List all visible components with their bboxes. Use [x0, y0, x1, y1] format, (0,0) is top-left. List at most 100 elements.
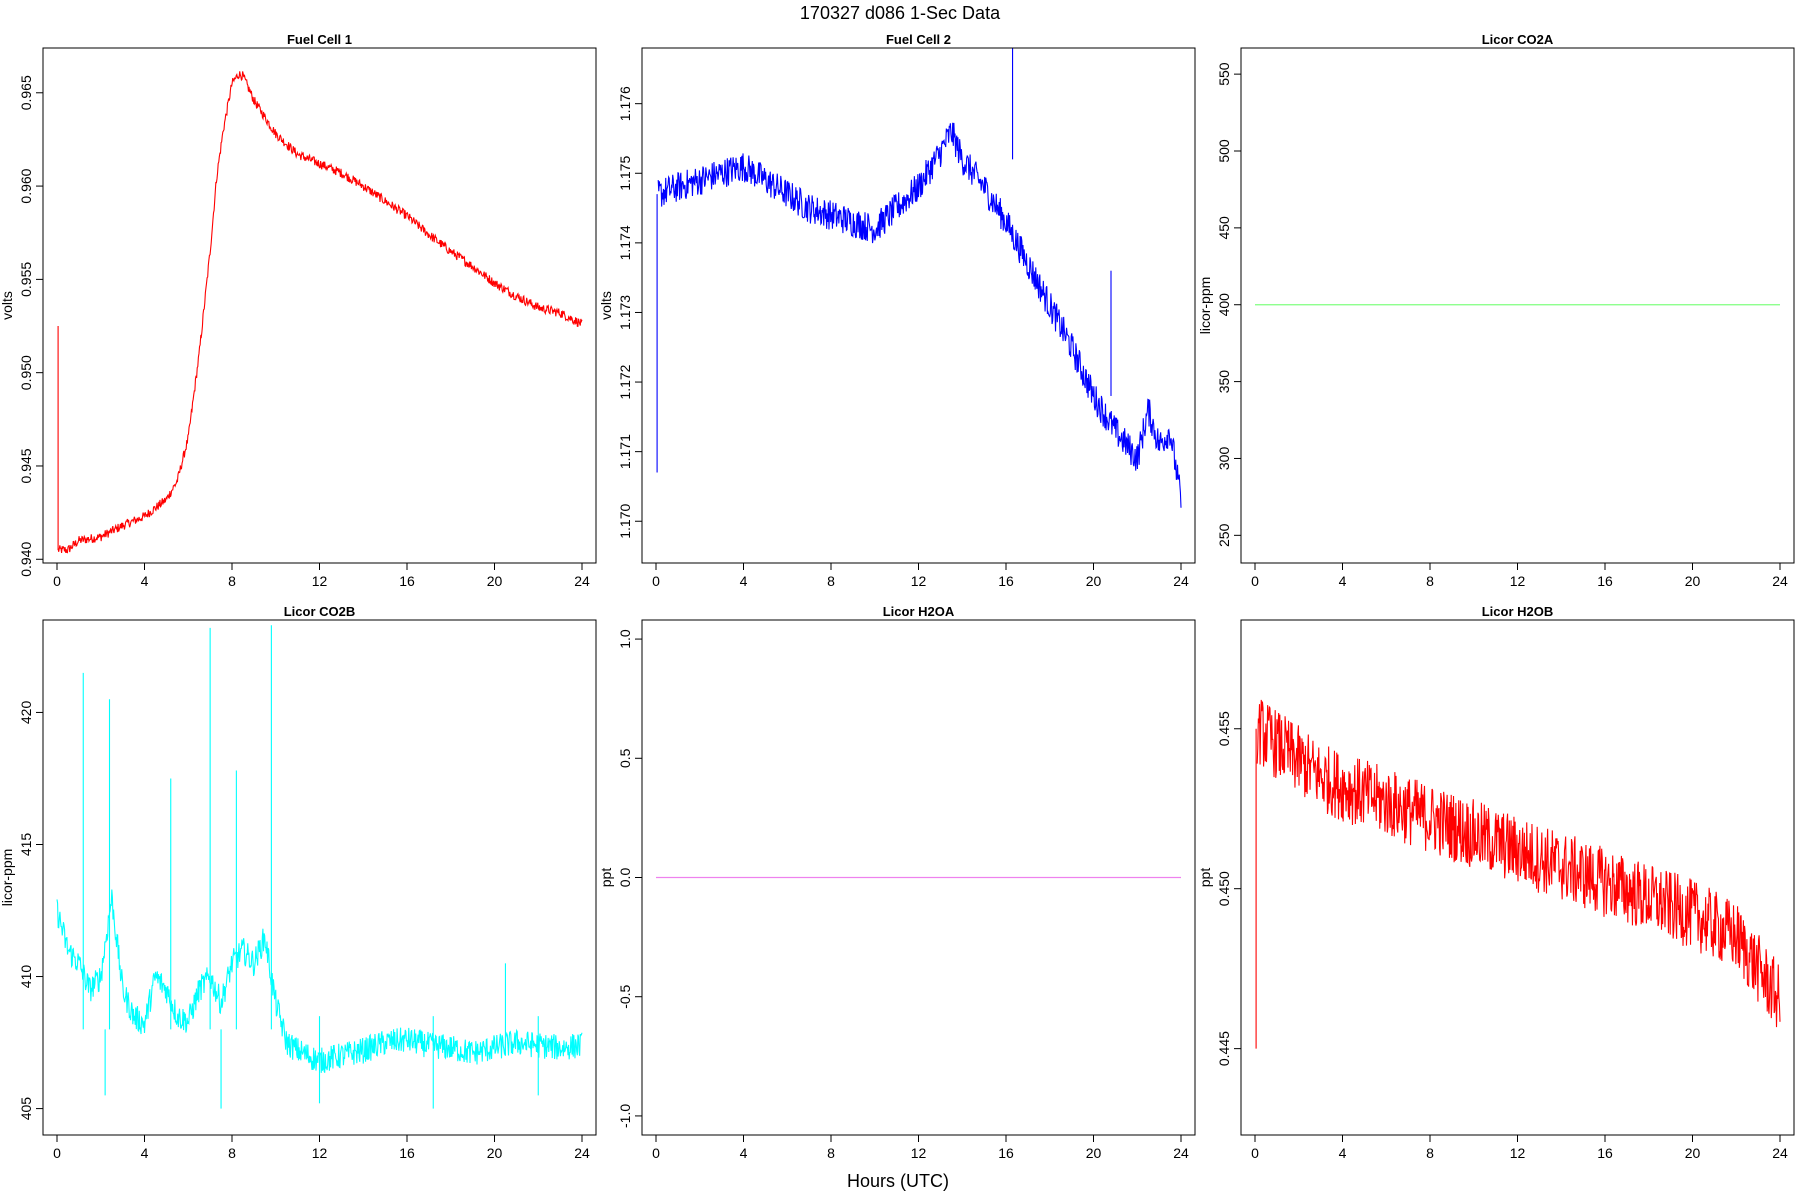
y-tick-label: 0.455 — [1216, 711, 1232, 746]
x-tick-label: 12 — [312, 573, 328, 589]
y-tick-label: 0.0 — [617, 868, 633, 888]
x-tick-label: 20 — [487, 1145, 503, 1161]
x-tick-label: 4 — [141, 573, 149, 589]
y-tick-label: 0.450 — [1216, 871, 1232, 906]
chart-panel-3: Licor CO2A licor-ppm 0 4 8 12 16 20 24 250 300 350 4… — [1197, 32, 1795, 589]
x-tick-label: 12 — [911, 573, 927, 589]
y-tick-label: 0.965 — [18, 75, 34, 110]
y-tick-label: 420 — [18, 701, 34, 725]
y-axis-label: volts — [0, 291, 15, 320]
x-tick-label: 24 — [574, 1145, 590, 1161]
series-line — [57, 71, 583, 554]
y-axis: -1.0 -0.5 0.0 0.5 1.0 — [617, 629, 642, 1128]
x-tick-label: 0 — [652, 1145, 660, 1161]
y-tick-label: 1.171 — [617, 434, 633, 469]
y-tick-label: 300 — [1216, 447, 1232, 471]
y-tick-label: 0.5 — [617, 748, 633, 768]
y-tick-label: 0.445 — [1216, 1031, 1232, 1066]
x-tick-label: 8 — [1426, 573, 1434, 589]
series-group — [1255, 699, 1781, 1049]
y-tick-label: 250 — [1216, 523, 1232, 547]
x-tick-label: 12 — [1510, 1145, 1526, 1161]
y-tick-label: 350 — [1216, 370, 1232, 394]
panel-title: Fuel Cell 2 — [886, 32, 951, 47]
y-tick-label: -1.0 — [617, 1104, 633, 1128]
x-tick-label: 16 — [1597, 573, 1613, 589]
x-axis: 0 4 8 12 16 20 24 — [1251, 1134, 1788, 1161]
x-axis: 0 4 8 12 16 20 24 — [652, 562, 1189, 589]
chart-panel-5: Licor H2OA ppt 0 4 8 12 16 20 24 -1.0 -0.5 0.0 0.5 1.… — [598, 604, 1196, 1161]
x-tick-label: 4 — [740, 573, 748, 589]
x-tick-label: 16 — [399, 1145, 415, 1161]
x-tick-label: 16 — [399, 573, 415, 589]
figure-title: 170327 d086 1-Sec Data — [800, 3, 1001, 23]
x-tick-label: 20 — [1685, 573, 1701, 589]
x-tick-label: 12 — [1510, 573, 1526, 589]
y-tick-label: 0.945 — [18, 448, 34, 483]
y-tick-label: 1.170 — [617, 504, 633, 539]
x-tick-label: 12 — [911, 1145, 927, 1161]
series-group — [656, 48, 1182, 508]
panel-title: Licor CO2A — [1482, 32, 1554, 47]
x-tick-label: 4 — [1339, 1145, 1347, 1161]
x-tick-label: 12 — [312, 1145, 328, 1161]
x-tick-label: 24 — [1173, 1145, 1189, 1161]
x-tick-label: 0 — [652, 573, 660, 589]
y-tick-label: 0.955 — [18, 262, 34, 297]
x-tick-label: 0 — [1251, 1145, 1259, 1161]
series-group — [57, 71, 583, 554]
y-tick-label: 1.0 — [617, 629, 633, 649]
y-axis-label: ppt — [598, 868, 614, 888]
plot-frame — [641, 47, 1196, 564]
y-tick-label: 0.960 — [18, 168, 34, 203]
x-tick-label: 8 — [228, 573, 236, 589]
y-axis: 0.940 0.945 0.950 0.955 0.960 0.965 — [18, 75, 43, 577]
x-tick-label: 20 — [1685, 1145, 1701, 1161]
plot-frame — [42, 47, 597, 564]
y-tick-label: 550 — [1216, 62, 1232, 86]
y-axis-label: volts — [598, 291, 614, 320]
y-axis: 0.445 0.450 0.455 — [1216, 711, 1241, 1066]
y-tick-label: 415 — [18, 833, 34, 857]
y-axis: 405 410 415 420 — [18, 701, 43, 1121]
x-tick-label: 8 — [827, 1145, 835, 1161]
x-tick-label: 8 — [228, 1145, 236, 1161]
y-tick-label: 1.173 — [617, 295, 633, 330]
y-axis-label: licor-ppm — [1197, 277, 1213, 335]
y-tick-label: 0.950 — [18, 355, 34, 390]
x-tick-label: 4 — [1339, 573, 1347, 589]
x-axis: 0 4 8 12 16 20 24 — [1251, 562, 1788, 589]
x-tick-label: 8 — [1426, 1145, 1434, 1161]
x-tick-label: 0 — [1251, 573, 1259, 589]
series-line — [657, 122, 1182, 508]
y-tick-label: 450 — [1216, 216, 1232, 240]
x-axis: 0 4 8 12 16 20 24 — [53, 1134, 590, 1161]
x-tick-label: 16 — [1597, 1145, 1613, 1161]
y-tick-label: 405 — [18, 1097, 34, 1121]
y-axis: 1.170 1.171 1.172 1.173 1.174 1.175 1.176 — [617, 86, 642, 539]
x-tick-label: 16 — [998, 573, 1014, 589]
x-tick-label: 0 — [53, 573, 61, 589]
x-tick-label: 0 — [53, 1145, 61, 1161]
series-group — [56, 625, 583, 1109]
y-tick-label: 500 — [1216, 139, 1232, 163]
x-tick-label: 24 — [1772, 1145, 1788, 1161]
x-tick-label: 20 — [1086, 573, 1102, 589]
panel-title: Fuel Cell 1 — [287, 32, 352, 47]
x-tick-label: 24 — [1173, 573, 1189, 589]
x-tick-label: 4 — [141, 1145, 149, 1161]
x-tick-label: 20 — [1086, 1145, 1102, 1161]
y-tick-label: 1.176 — [617, 86, 633, 121]
y-tick-label: 1.172 — [617, 364, 633, 399]
y-tick-label: 410 — [18, 965, 34, 989]
x-tick-label: 20 — [487, 573, 503, 589]
x-tick-label: 4 — [740, 1145, 748, 1161]
x-axis: 0 4 8 12 16 20 24 — [652, 1134, 1189, 1161]
x-tick-label: 24 — [1772, 573, 1788, 589]
y-axis-label: ppt — [1197, 868, 1213, 888]
y-tick-label: 0.940 — [18, 542, 34, 577]
